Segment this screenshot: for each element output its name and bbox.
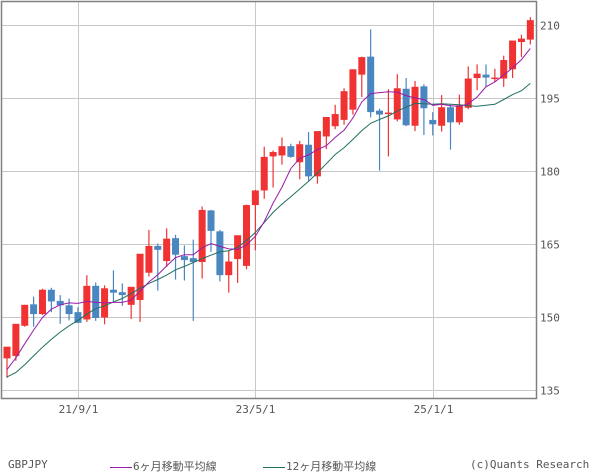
candle-body xyxy=(349,69,357,110)
y-tick-label: 210 xyxy=(540,20,560,33)
candle-body xyxy=(83,285,91,320)
candle-body xyxy=(322,116,330,137)
candle-body xyxy=(473,73,481,79)
candle-body xyxy=(500,60,508,79)
legend-ma6: 6ヶ月移動平均線 xyxy=(110,458,217,474)
candle-body xyxy=(198,209,206,263)
candle-body xyxy=(393,88,401,120)
x-tick-label: 23/5/1 xyxy=(236,403,276,416)
copyright-credit: (c)Quants Research xyxy=(470,458,590,471)
candle-body xyxy=(65,305,73,315)
candle-body xyxy=(127,286,135,305)
candle-body xyxy=(447,107,454,123)
plot-frame xyxy=(0,0,538,400)
candle-body xyxy=(154,245,162,250)
candle-body xyxy=(358,57,366,75)
candle-body xyxy=(216,231,224,276)
candle-body xyxy=(340,91,348,120)
candle-body xyxy=(172,238,180,255)
candle-body xyxy=(509,40,517,70)
candle-body xyxy=(30,304,38,315)
candle-body xyxy=(296,144,304,163)
candle-body xyxy=(411,86,419,126)
y-tick-label: 180 xyxy=(540,166,560,179)
candle-body xyxy=(491,77,499,80)
candle-body xyxy=(118,292,126,296)
candle-body xyxy=(464,78,472,108)
ma6-line-swatch-icon xyxy=(110,466,132,468)
candle-body xyxy=(109,289,117,293)
candle-body xyxy=(429,119,437,125)
candle-body xyxy=(260,156,268,191)
legend-symbol: GBPJPY xyxy=(8,458,48,471)
chart-plot: 135 150 165 180 195 210 21/9/1 23/5/1 25/1/1 xyxy=(0,0,560,416)
candle-body xyxy=(269,152,277,157)
candle-body xyxy=(3,346,11,359)
candle-body xyxy=(189,258,197,263)
candle-body xyxy=(180,256,188,261)
x-tick-label: 21/9/1 xyxy=(59,403,99,416)
ma6-line xyxy=(6,48,531,370)
legend-ma6-label: 6ヶ月移動平均線 xyxy=(133,460,217,473)
y-tick-label: 150 xyxy=(540,312,560,325)
candle-body xyxy=(420,86,428,109)
candle-body xyxy=(287,146,295,157)
y-tick-label: 165 xyxy=(540,239,560,252)
candle-body xyxy=(455,105,463,123)
candle-body xyxy=(278,146,286,156)
candle-body xyxy=(207,210,215,231)
candle-body xyxy=(47,289,55,302)
candle-body xyxy=(12,323,20,356)
candle-body xyxy=(251,190,259,206)
candle-body xyxy=(305,144,313,177)
candle-body xyxy=(145,245,153,273)
candle-body xyxy=(331,114,339,127)
candle-body xyxy=(74,312,82,323)
candle-body xyxy=(163,238,171,262)
ma12-line xyxy=(6,83,531,378)
legend-ma12: 12ヶ月移動平均線 xyxy=(263,458,376,474)
candle-body xyxy=(313,131,321,177)
candle-body xyxy=(438,107,446,126)
candle-body xyxy=(242,205,250,266)
candle-body xyxy=(56,300,64,306)
candle-body xyxy=(482,74,490,78)
candle-body xyxy=(376,110,384,115)
y-tick-label: 195 xyxy=(540,93,560,106)
candle-body xyxy=(21,304,29,326)
candle-body xyxy=(517,38,525,43)
candle-body xyxy=(367,56,375,113)
ma12-line-swatch-icon xyxy=(263,466,285,468)
candle-body xyxy=(526,20,534,40)
legend-ma12-label: 12ヶ月移動平均線 xyxy=(286,460,377,473)
candle-body xyxy=(38,289,46,315)
x-tick-label: 25/1/1 xyxy=(414,403,454,416)
candle-body xyxy=(136,253,144,300)
y-tick-label: 135 xyxy=(540,385,560,398)
candle-body xyxy=(225,261,233,276)
candle-body xyxy=(384,112,392,115)
